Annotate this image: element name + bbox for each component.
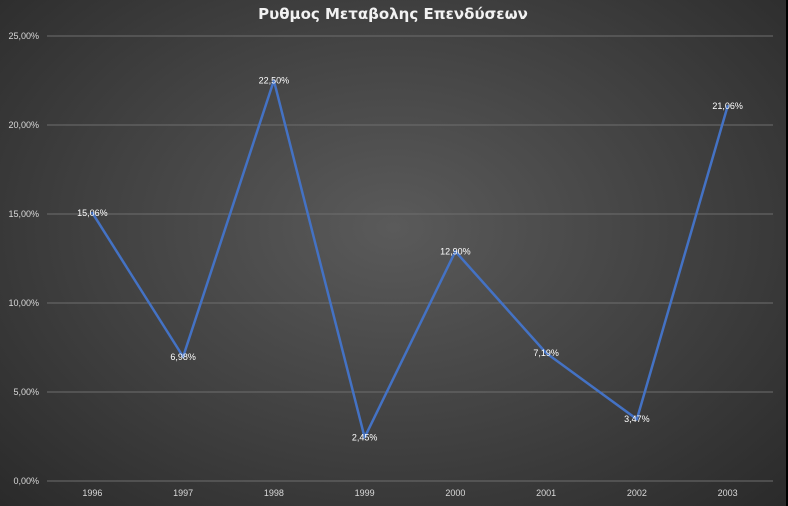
data-label: 22,50% <box>259 76 290 86</box>
data-point <box>454 250 457 253</box>
data-label: 21,06% <box>712 101 743 111</box>
data-point <box>726 104 729 108</box>
y-tick-label: 10,00% <box>8 298 39 308</box>
x-tick-label: 1997 <box>173 488 193 498</box>
x-axis-ticks: 1996 1997 1998 1999 2000 2001 2002 2003 <box>82 488 737 498</box>
data-label: 6,98% <box>170 352 196 362</box>
x-tick-label: 1998 <box>264 488 284 498</box>
data-point <box>91 211 94 215</box>
data-point <box>363 436 366 439</box>
data-label: 7,19% <box>533 348 559 358</box>
data-label: 2,45% <box>352 432 378 442</box>
data-label: 12,90% <box>440 246 471 256</box>
x-tick-label: 2003 <box>718 488 738 498</box>
y-tick-label: 25,00% <box>8 31 39 41</box>
chart-title: Ρυθμος Μεταβολης Επενδύσεων <box>258 5 528 23</box>
series-group <box>91 79 729 439</box>
y-tick-label: 15,00% <box>8 209 39 219</box>
data-point <box>635 418 639 421</box>
data-point <box>181 355 185 358</box>
x-tick-label: 1996 <box>82 488 102 498</box>
y-tick-label: 0,00% <box>13 476 39 486</box>
x-tick-label: 2001 <box>536 488 556 498</box>
data-point <box>272 79 276 82</box>
y-axis-ticks: 0,00% 5,00% 10,00% 15,00% 20,00% 25,00% <box>8 31 39 486</box>
y-tick-label: 5,00% <box>13 387 39 397</box>
data-label: 15,06% <box>77 208 108 218</box>
data-labels: 15,06% 6,98% 22,50% 2,45% 12,90% 7,19% 3,47% 21… <box>77 76 743 443</box>
series-line <box>91 79 729 439</box>
x-tick-label: 1999 <box>355 488 375 498</box>
data-label: 3,47% <box>624 414 650 424</box>
x-tick-label: 2000 <box>445 488 465 498</box>
grid-lines <box>47 35 773 482</box>
y-tick-label: 20,00% <box>8 120 39 130</box>
data-point <box>544 351 548 355</box>
x-tick-label: 2002 <box>627 488 647 498</box>
